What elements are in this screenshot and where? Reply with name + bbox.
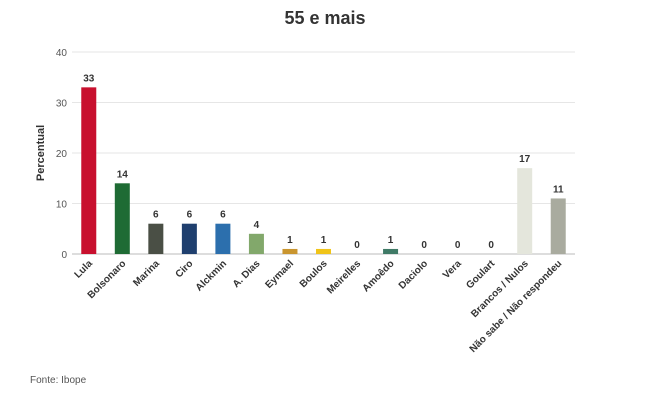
x-tick-label: Meirelles	[325, 258, 363, 296]
x-tick-label: Amoêdo	[361, 258, 397, 294]
y-tick-label: 30	[56, 99, 68, 110]
bar	[181, 223, 197, 254]
data-label: 0	[354, 240, 360, 251]
y-tick-label: 10	[56, 200, 68, 211]
bar	[248, 233, 264, 254]
data-label: 14	[117, 169, 129, 180]
bar	[517, 168, 533, 254]
grid-layer	[72, 51, 575, 255]
bar	[81, 87, 97, 254]
bar	[282, 248, 298, 254]
chart-title: 55 e mais	[284, 8, 366, 28]
bar	[148, 223, 164, 254]
source-note: Fonte: Ibope	[30, 375, 87, 386]
data-label: 11	[553, 184, 564, 195]
data-label: 1	[321, 235, 327, 246]
y-axis-label: Percentual	[35, 125, 47, 181]
y-tick-label: 20	[56, 149, 68, 160]
data-label: 17	[519, 154, 531, 165]
bar	[383, 248, 399, 254]
data-label: 6	[153, 210, 159, 221]
data-label: 0	[455, 240, 461, 251]
x-tick-label: Daciolo	[397, 258, 430, 291]
data-label: 4	[254, 220, 260, 231]
data-label: 6	[187, 210, 193, 221]
x-tick-label: Brancos / Nulos	[469, 258, 531, 320]
data-label: 6	[220, 210, 226, 221]
y-tick-label: 40	[56, 48, 68, 59]
data-label: 1	[388, 235, 394, 246]
data-label: 33	[83, 73, 95, 84]
data-label: 0	[421, 240, 427, 251]
data-label: 1	[287, 235, 293, 246]
x-tick-label: Lula	[73, 258, 96, 281]
x-tick-label: A. Dias	[231, 258, 263, 290]
x-tick-label: Boulos	[298, 258, 330, 290]
x-tick-label: Goulart	[464, 258, 497, 291]
bar	[316, 248, 331, 254]
bar	[114, 183, 130, 254]
bar	[215, 223, 231, 254]
x-tick-label: Alckmin	[194, 258, 229, 293]
bar	[550, 198, 566, 254]
y-axis: 0 10 20 30 40	[56, 48, 68, 261]
y-tick-label: 0	[61, 250, 67, 261]
x-tick-label: Ciro	[174, 258, 196, 280]
x-tick-label: Eymael	[264, 258, 297, 291]
x-tick-label: Vera	[441, 258, 464, 281]
x-tick-label: Marina	[131, 258, 162, 289]
data-label: 0	[488, 240, 494, 251]
bars	[81, 87, 566, 254]
